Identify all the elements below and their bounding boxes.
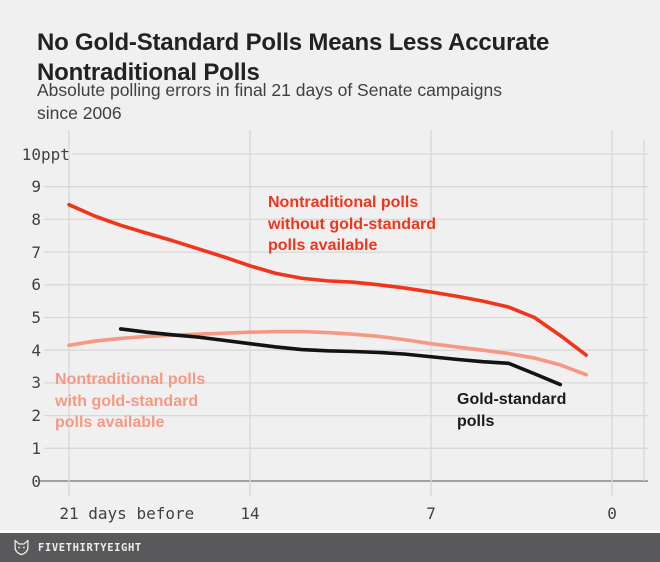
chart-title: No Gold-Standard Polls Means Less Accura… <box>37 29 550 87</box>
y-axis-tick-label: 2 <box>31 406 42 426</box>
x-axis-tick-label: 21 days before <box>59 504 195 523</box>
footer-bar: FIVETHIRTYEIGHT <box>0 530 660 562</box>
y-axis-tick-label: 4 <box>31 340 42 360</box>
y-axis-tick-label: 10ppt <box>21 144 70 164</box>
series-line <box>67 202 588 357</box>
y-axis-tick-label: 7 <box>31 242 42 262</box>
chart-subtitle: Absolute polling errors in final 21 days… <box>37 80 502 123</box>
x-axis-tick-label: 14 <box>240 504 260 523</box>
y-axis-tick-label: 6 <box>31 275 42 295</box>
x-axis-tick-label: 7 <box>426 504 436 523</box>
brand-name: FIVETHIRTYEIGHT <box>38 541 142 554</box>
annotation-without-gold-standard: Nontraditional polls without gold-standa… <box>268 194 436 254</box>
fox-logo-icon <box>14 539 29 556</box>
series-line <box>67 329 588 377</box>
annotation-with-gold-standard: Nontraditional polls with gold-standard … <box>55 371 206 431</box>
annotation-gold-standard: Gold-standard polls <box>457 391 567 430</box>
y-axis-tick-label: 5 <box>31 308 42 327</box>
x-axis-tick-label: 0 <box>607 504 617 523</box>
y-axis-tick-label: 0 <box>31 471 42 491</box>
y-axis-tick-label: 8 <box>31 209 42 229</box>
y-axis-tick-label: 1 <box>31 438 42 458</box>
y-axis-tick-label: 3 <box>31 373 42 393</box>
series-line <box>118 327 563 387</box>
y-axis-tick-label: 9 <box>31 177 42 197</box>
